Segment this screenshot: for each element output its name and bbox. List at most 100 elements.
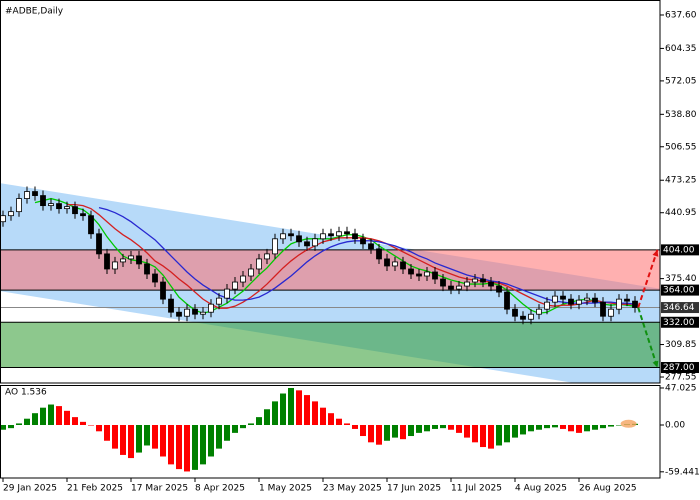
candle-body [232, 281, 238, 290]
candle-body [368, 243, 374, 250]
candle-body [352, 233, 358, 240]
oscillator-bar [424, 425, 430, 432]
price-frame [0, 0, 661, 384]
oscillator-bar [88, 425, 94, 426]
candle-body [608, 308, 614, 317]
oscillator-bar [200, 425, 206, 465]
oscillator-bar [472, 425, 478, 443]
oscillator-bar [368, 425, 374, 443]
candle-body [296, 235, 302, 243]
forecast-arrow [637, 249, 659, 308]
candle-body [464, 281, 470, 287]
candle-body [408, 268, 414, 275]
x-tick-label: 23 May 2025 [323, 484, 382, 494]
forecast-arrow [637, 307, 659, 368]
candle-body [344, 231, 350, 235]
candle-body [48, 203, 54, 207]
candle-body [136, 255, 142, 265]
candle-body [192, 308, 198, 315]
oscillator-bar [0, 425, 6, 430]
oscillator-bar [240, 425, 246, 429]
candle-body [264, 253, 270, 260]
candle-body [128, 255, 134, 260]
candle-body [104, 253, 110, 270]
x-tick-label: 4 Aug 2025 [515, 484, 567, 494]
level-label-box [661, 302, 699, 314]
oscillator-bar [432, 425, 438, 429]
candle-body [16, 198, 22, 213]
oscillator-bar [480, 425, 486, 448]
candle-body [40, 195, 46, 207]
oscillator-bar [168, 425, 174, 465]
oscillator-bar [96, 425, 102, 432]
oscillator-bar [584, 425, 590, 432]
level-label: 287.00 [663, 363, 695, 373]
oscillator-bar [456, 425, 462, 433]
candle-body [520, 315, 526, 320]
oscillator-bar [64, 410, 70, 426]
oscillator-bar [56, 406, 62, 426]
oscillator-bar [16, 423, 22, 426]
candle-body [496, 285, 502, 293]
level-label-box [661, 316, 699, 328]
oscillator-bar [576, 425, 582, 433]
level-label: 346.64 [663, 303, 695, 313]
candle-body [440, 278, 446, 287]
candle-body [160, 281, 166, 300]
candle-body [24, 191, 30, 199]
candle-body [512, 308, 518, 317]
oscillator-bar [288, 387, 294, 426]
candle-body [456, 285, 462, 290]
oscillator-bar [32, 413, 38, 426]
oscillator-bar [280, 393, 286, 426]
candle-body [256, 258, 262, 270]
candle-body [8, 211, 14, 217]
oscillator-bar [448, 425, 454, 430]
candle-body [320, 233, 326, 240]
last-value-marker [620, 419, 637, 428]
y-tick-label: 375.40 [665, 274, 697, 284]
oscillator-bar [568, 425, 574, 432]
candle-body [184, 308, 190, 317]
level-label: 364.00 [663, 286, 695, 296]
y-tick-label: 506.55 [665, 142, 697, 152]
oscillator-bar [608, 425, 614, 427]
oscillator-bar [328, 413, 334, 426]
oscillator-bar [400, 425, 406, 440]
oscillator-bar [256, 417, 262, 426]
candle-body [80, 213, 86, 217]
oscillator-bar [592, 425, 598, 430]
oscillator-bar [440, 425, 446, 429]
x-tick-label: 29 Jan 2025 [3, 484, 57, 494]
oscillator-bar [376, 425, 382, 445]
oscillator-bar [560, 425, 566, 429]
candle-body [224, 288, 230, 299]
candle-body [624, 298, 630, 302]
oscillator-bar [344, 423, 350, 426]
level-label-box [661, 284, 699, 296]
y-tick-label: 572.05 [665, 76, 697, 86]
candle-body [600, 301, 606, 317]
level-label: 404.00 [663, 245, 695, 255]
oscillator-bar [488, 425, 494, 449]
candle-body [392, 261, 398, 267]
oscillator-bar [336, 418, 342, 426]
candle-body [632, 300, 638, 308]
oscillator-bar [528, 425, 534, 432]
candle-body [96, 233, 102, 255]
candle-body [472, 278, 478, 283]
x-tick-label: 21 Feb 2025 [67, 484, 123, 494]
oscillator-bar [144, 425, 150, 446]
candle-body [552, 295, 558, 303]
oscillator-bar [536, 425, 542, 430]
candle-body [0, 215, 6, 223]
oscillator-bar [120, 425, 126, 455]
oscillator-bar [496, 425, 502, 446]
oscillator-bar [232, 425, 238, 433]
oscillator-bar [616, 425, 622, 426]
oscillator-bar [272, 401, 278, 426]
candle-body [248, 268, 254, 277]
candle-body [416, 273, 422, 277]
oscillator-bar [8, 425, 14, 429]
y-tick-label: 604.35 [665, 44, 697, 54]
